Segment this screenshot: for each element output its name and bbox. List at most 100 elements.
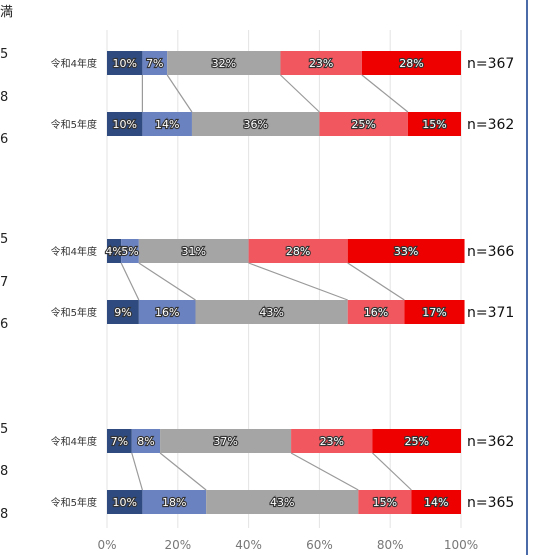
- connector-line: [120, 262, 140, 301]
- edge-text: 満: [0, 5, 13, 20]
- data-label: 43%: [259, 306, 283, 319]
- data-label: 23%: [309, 57, 333, 70]
- edge-text: 7: [0, 275, 8, 290]
- data-label: 43%: [270, 496, 294, 509]
- bar-segment: [347, 239, 465, 263]
- data-label: 14%: [155, 118, 179, 131]
- data-label: 7%: [146, 57, 163, 70]
- bar-segment: [107, 300, 139, 324]
- x-tick-label: 60%: [306, 538, 333, 552]
- bar-segment: [138, 239, 249, 263]
- x-tick-label: 100%: [444, 538, 478, 552]
- bar-segment: [372, 429, 461, 453]
- category-label: 令和5年度: [51, 118, 97, 131]
- data-label: 7%: [111, 435, 128, 448]
- bar-segment: [347, 300, 405, 324]
- data-label: 15%: [373, 496, 397, 509]
- edge-text: 6: [0, 132, 8, 147]
- category-label: 令和4年度: [51, 435, 97, 448]
- data-label: 23%: [320, 435, 344, 448]
- bar-segment: [142, 51, 168, 75]
- edge-text: 5: [0, 47, 8, 62]
- bar-segment: [160, 429, 292, 453]
- bar-segment: [248, 239, 348, 263]
- data-label: 36%: [243, 118, 267, 131]
- data-label: 17%: [422, 306, 446, 319]
- bar-segment: [138, 300, 196, 324]
- category-label: 令和5年度: [51, 306, 97, 319]
- x-tick-label: 20%: [164, 538, 191, 552]
- bar-segment: [195, 300, 348, 324]
- bar-segment: [358, 490, 412, 514]
- data-label: 16%: [364, 306, 388, 319]
- bar-segment: [107, 239, 122, 263]
- n-label: n=366: [467, 244, 514, 260]
- data-label: 10%: [112, 118, 136, 131]
- connector-line: [166, 74, 193, 113]
- data-label: 31%: [182, 245, 206, 258]
- connector-line: [372, 452, 412, 491]
- connector-line: [248, 262, 348, 301]
- data-label: 4%: [105, 245, 122, 258]
- bar-segment: [121, 239, 139, 263]
- bar-segment: [142, 490, 207, 514]
- category-label: 令和4年度: [51, 57, 97, 70]
- n-label: n=362: [467, 117, 514, 133]
- bar-segment: [291, 429, 373, 453]
- bar-segment: [206, 490, 359, 514]
- data-label: 10%: [112, 57, 136, 70]
- connector-line: [347, 262, 405, 301]
- data-label: 16%: [155, 306, 179, 319]
- n-label: n=365: [467, 495, 514, 511]
- x-tick-label: 80%: [377, 538, 404, 552]
- data-label: 25%: [405, 435, 429, 448]
- bar-segment: [280, 51, 362, 75]
- data-label: 8%: [137, 435, 154, 448]
- n-label: n=371: [467, 305, 514, 321]
- bar-segment: [407, 112, 461, 136]
- edge-text: 5: [0, 422, 8, 437]
- connector-line: [159, 452, 207, 491]
- bar-segment: [361, 51, 461, 75]
- edge-text: 6: [0, 317, 8, 332]
- category-label: 令和5年度: [51, 496, 97, 509]
- connector-line: [361, 74, 409, 113]
- edge-text: 8: [0, 464, 8, 479]
- connector-line: [290, 452, 359, 491]
- bar-segment: [142, 112, 192, 136]
- edge-text: 8: [0, 90, 8, 105]
- bar-segment: [107, 490, 143, 514]
- bar-segment: [131, 429, 161, 453]
- connector-line: [138, 262, 196, 301]
- edge-text: 5: [0, 232, 8, 247]
- bar-segment: [107, 51, 143, 75]
- data-label: 25%: [351, 118, 375, 131]
- data-label: 28%: [286, 245, 310, 258]
- bar-segment: [107, 429, 132, 453]
- bar-segment: [411, 490, 461, 514]
- bar-segment: [167, 51, 281, 75]
- bar-segment: [404, 300, 465, 324]
- connector-line: [280, 74, 320, 113]
- x-tick-label: 0%: [97, 538, 116, 552]
- data-label: 33%: [394, 245, 418, 258]
- bar-segment: [319, 112, 408, 136]
- data-label: 37%: [213, 435, 237, 448]
- data-label: 5%: [121, 245, 138, 258]
- data-label: 15%: [422, 118, 446, 131]
- x-tick-label: 40%: [235, 538, 262, 552]
- data-label: 9%: [114, 306, 131, 319]
- data-label: 32%: [212, 57, 236, 70]
- bar-segment: [107, 112, 143, 136]
- connector-line: [131, 452, 143, 491]
- category-label: 令和4年度: [51, 245, 97, 258]
- data-label: 28%: [399, 57, 423, 70]
- bar-segment: [191, 112, 320, 136]
- n-label: n=362: [467, 434, 514, 450]
- data-label: 10%: [112, 496, 136, 509]
- data-label: 18%: [162, 496, 186, 509]
- edge-text: 8: [0, 507, 8, 522]
- data-label: 14%: [424, 496, 448, 509]
- n-label: n=367: [467, 56, 514, 72]
